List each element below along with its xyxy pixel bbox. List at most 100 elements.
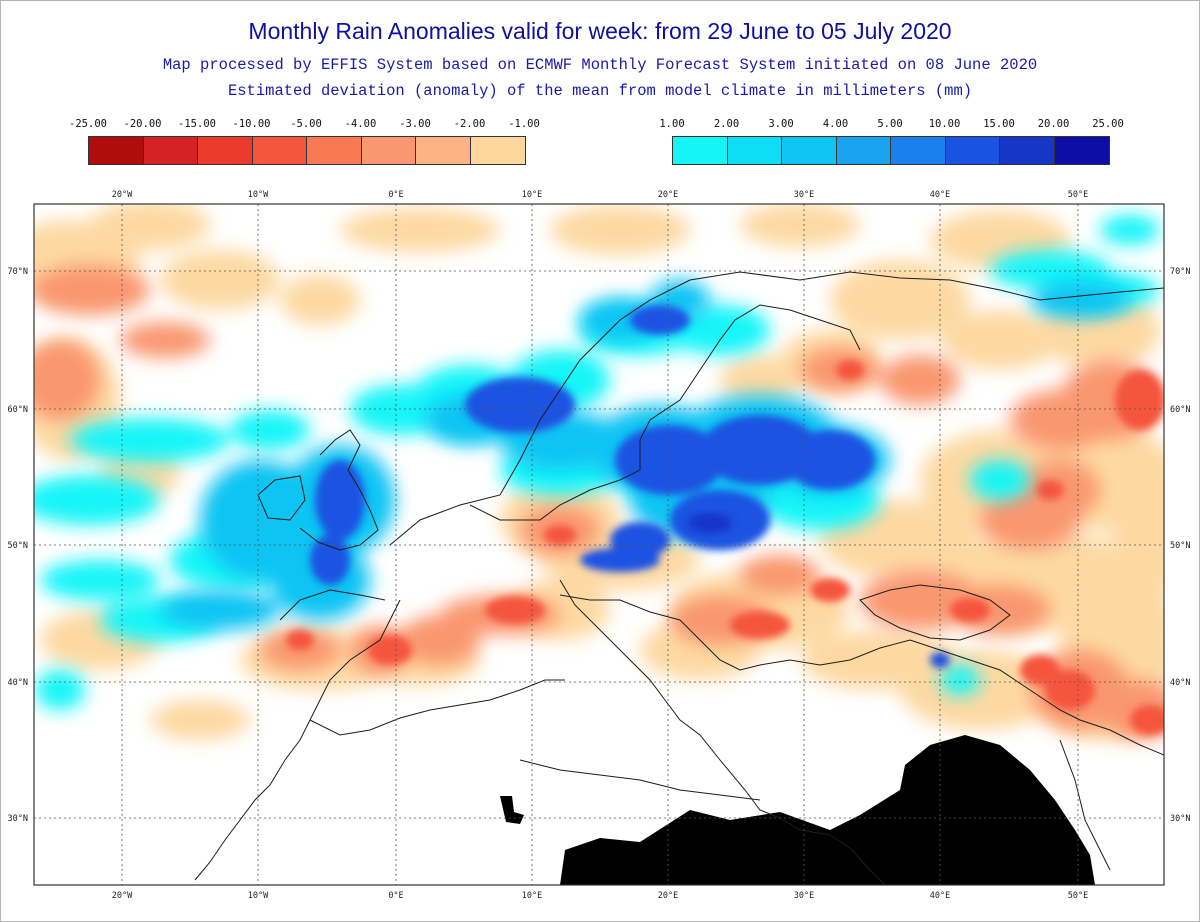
legend-tick-label: 25.00 bbox=[1092, 118, 1124, 130]
legend-color-box bbox=[1000, 137, 1055, 164]
map-axis-label: 50°N bbox=[8, 541, 28, 551]
map-axis-label: 70°N bbox=[1170, 267, 1190, 277]
map-axis-label: 20°W bbox=[112, 891, 133, 901]
strong-dry-anomaly-area bbox=[950, 598, 990, 622]
strong-dry-anomaly-area bbox=[1045, 670, 1095, 710]
legend-color-box bbox=[89, 137, 144, 164]
legend-color-box bbox=[727, 137, 782, 164]
dry-mid-anomaly-area bbox=[950, 585, 1050, 635]
strong-dry-anomaly-area bbox=[1036, 480, 1064, 500]
legend-tick-label: -1.00 bbox=[508, 118, 540, 130]
legend-tick-label: 3.00 bbox=[768, 118, 794, 130]
legend-tick-label: 2.00 bbox=[713, 118, 740, 130]
dry-light-anomaly-area bbox=[160, 250, 280, 310]
wet-light-anomaly-area bbox=[40, 560, 160, 600]
map-axis-label: 30°N bbox=[1170, 814, 1190, 824]
map-axis-label: 70°N bbox=[8, 267, 28, 277]
legend-tick-label: -5.00 bbox=[290, 118, 322, 130]
wet-light-anomaly-area bbox=[940, 665, 980, 695]
strong-dry-anomaly-area bbox=[485, 596, 545, 624]
legend-tick-label: -15.00 bbox=[178, 118, 216, 130]
dry-light-anomaly-area bbox=[1110, 440, 1164, 600]
wet-strong-anomaly-area bbox=[615, 425, 725, 495]
map-border bbox=[33, 203, 1165, 886]
dry-mid-anomaly-area bbox=[34, 265, 150, 315]
map-axis-label: 30°E bbox=[794, 891, 814, 901]
map-axis-label: 0°E bbox=[388, 891, 403, 901]
map-axis-label: 20°E bbox=[658, 891, 678, 901]
wet-light-anomaly-area bbox=[35, 670, 85, 710]
legend-color-box bbox=[836, 137, 891, 164]
no-data-mask bbox=[560, 735, 1095, 885]
wet-strong-anomaly-area bbox=[465, 377, 575, 433]
dry-mid-anomaly-area bbox=[400, 615, 480, 665]
legend-tick-label: -4.00 bbox=[344, 118, 377, 130]
map-axis-label: 10°E bbox=[522, 190, 542, 200]
strong-dry-anomaly-area bbox=[286, 630, 314, 650]
map-axis-label: 0°E bbox=[388, 190, 403, 200]
strong-dry-anomaly-area bbox=[836, 360, 864, 380]
legend-tick-label: 1.00 bbox=[659, 118, 685, 130]
map-axis-label: 40°E bbox=[930, 891, 950, 901]
map-axis-label: 40°N bbox=[1170, 678, 1190, 688]
wet-strong-anomaly-area bbox=[310, 535, 350, 585]
map-axis-label: 30°N bbox=[8, 814, 28, 824]
wet-anomaly-legend: 1.00 2.00 3.00 4.00 5.00 10.00 15.00 20.00 25.00 bbox=[659, 118, 1124, 166]
legend-tick-label: 10.00 bbox=[928, 118, 961, 130]
map-axis-label: 40°E bbox=[930, 190, 950, 200]
map-axis-label: 50°N bbox=[1170, 541, 1190, 551]
strong-dry-anomaly-area bbox=[1020, 655, 1060, 685]
wet-strong-anomaly-area bbox=[630, 305, 690, 335]
legend-tick-label: 5.00 bbox=[877, 118, 903, 130]
map-axis-label: 10°E bbox=[522, 891, 542, 901]
legend-tick-label: -3.00 bbox=[399, 118, 431, 130]
dry-mid-anomaly-area bbox=[860, 570, 980, 630]
wet-light-anomaly-area bbox=[670, 305, 770, 355]
wet-light-anomaly-area bbox=[70, 418, 230, 462]
no-data-mask-spot bbox=[500, 796, 524, 824]
map-subtitle-units: Estimated deviation (anomaly) of the mea… bbox=[227, 82, 973, 100]
wet-very-strong-anomaly-area bbox=[710, 522, 730, 532]
strong-dry-anomaly-area bbox=[1115, 370, 1164, 430]
legend-tick-label: -25.00 bbox=[69, 118, 107, 130]
legend-tick-label: 4.00 bbox=[822, 118, 849, 130]
map-axis-label: 10°W bbox=[248, 190, 269, 200]
strong-dry-anomaly-area bbox=[810, 578, 850, 602]
wet-light-anomaly-area bbox=[34, 475, 160, 525]
wet-mid-anomaly-area bbox=[1030, 282, 1130, 318]
anomaly-field bbox=[34, 204, 1164, 885]
legend-tick-label: 15.00 bbox=[983, 118, 1015, 130]
legend-color-box bbox=[470, 137, 525, 164]
map-axis-label: 60°N bbox=[1170, 405, 1190, 415]
dry-light-anomaly-area bbox=[150, 700, 250, 740]
wet-mid-anomaly-area bbox=[160, 590, 280, 630]
dry-light-anomaly-area bbox=[740, 204, 860, 247]
legend-color-box bbox=[1054, 137, 1109, 164]
legend-color-box bbox=[252, 137, 307, 164]
dry-light-anomaly-area bbox=[940, 310, 1060, 370]
wet-light-anomaly-area bbox=[230, 410, 310, 450]
legend-color-box bbox=[891, 137, 946, 164]
map-title: Monthly Rain Anomalies valid for week: f… bbox=[248, 18, 952, 44]
map-axis-label: 10°W bbox=[248, 891, 269, 901]
legend-tick-label: 20.00 bbox=[1037, 118, 1070, 130]
strong-dry-anomaly-area bbox=[544, 525, 576, 545]
map-axis-label: 50°E bbox=[1068, 190, 1088, 200]
strong-dry-anomaly-area bbox=[1130, 705, 1164, 735]
dry-light-anomaly-area bbox=[340, 208, 500, 252]
strong-dry-anomaly-area bbox=[730, 611, 790, 639]
dry-mid-anomaly-area bbox=[34, 340, 100, 420]
legend-tick-label: -10.00 bbox=[232, 118, 271, 130]
legend-color-box bbox=[143, 137, 198, 164]
dry-light-anomaly-area bbox=[550, 205, 690, 255]
strong-dry-anomaly-area bbox=[368, 635, 412, 665]
map-axis-label: 30°E bbox=[794, 190, 814, 200]
dry-anomaly-legend: -25.00 -20.00 -15.00 -10.00 -5.00 -4.00 -3.00 -… bbox=[69, 118, 540, 166]
legend-tick-label: -2.00 bbox=[453, 118, 486, 130]
map-axis-label: 20°W bbox=[112, 190, 133, 200]
wet-strong-anomaly-area bbox=[315, 460, 365, 540]
dry-light-anomaly-area bbox=[280, 275, 360, 325]
dry-mid-anomaly-area bbox=[740, 555, 820, 595]
legend-tick-label: -20.00 bbox=[123, 118, 162, 130]
